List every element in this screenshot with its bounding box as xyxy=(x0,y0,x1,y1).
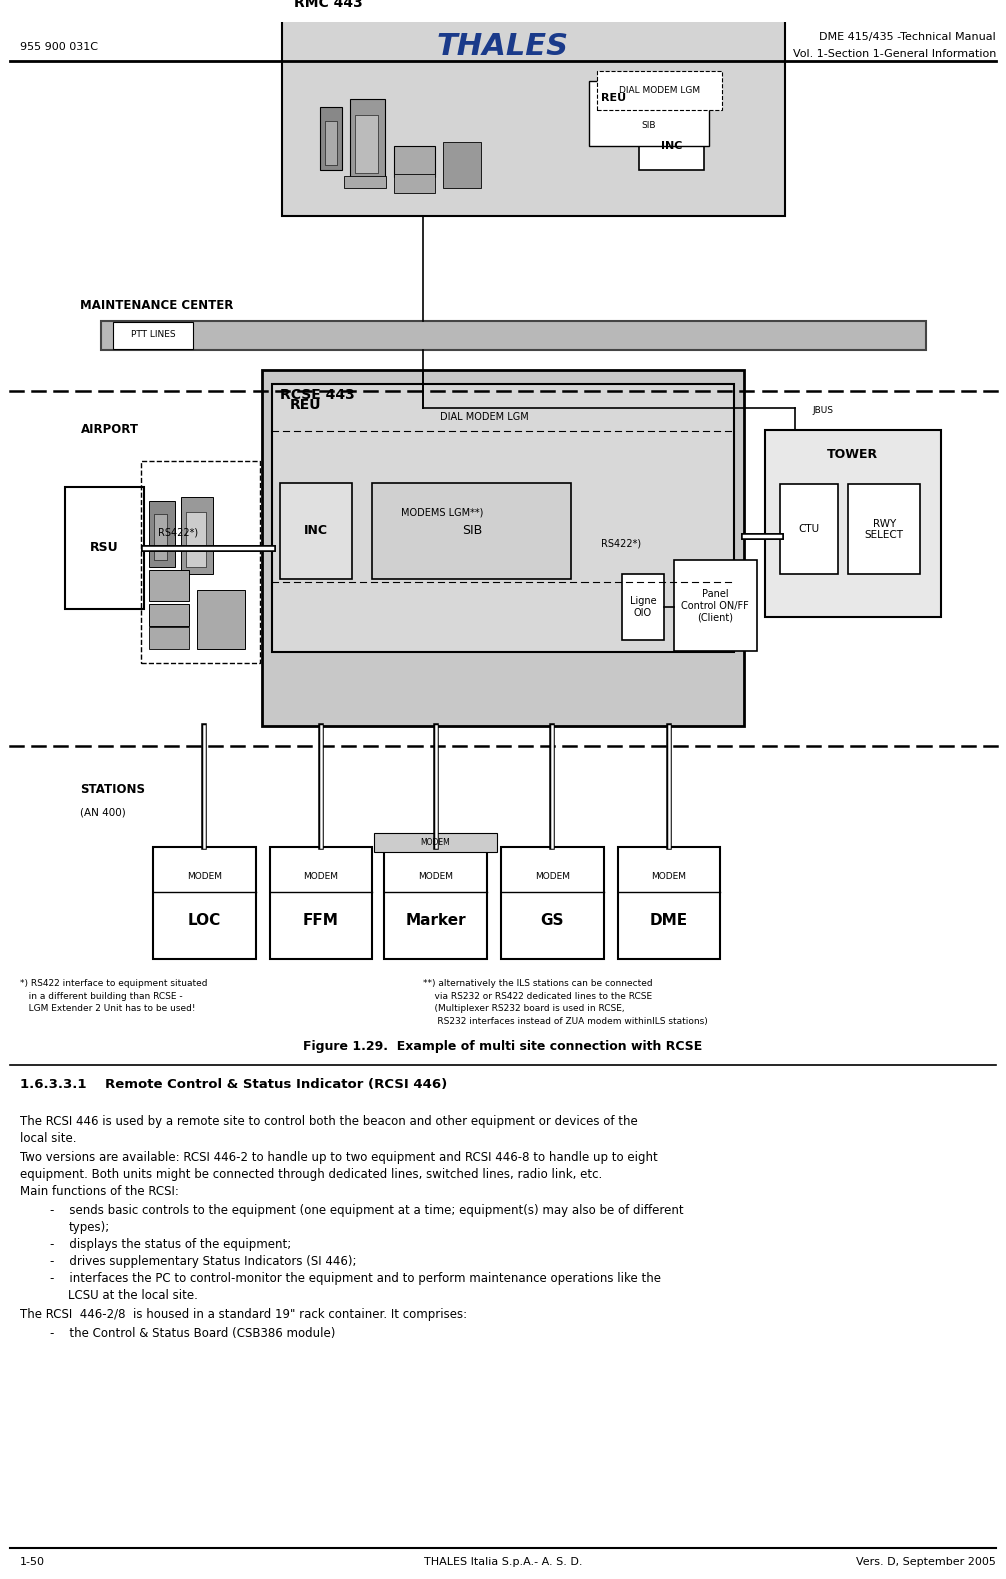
Text: THALES Italia S.p.A.- A. S. D.: THALES Italia S.p.A.- A. S. D. xyxy=(424,1557,582,1566)
Bar xyxy=(374,834,497,851)
Text: *) RS422 interface to equipment situated
   in a different building than RCSE -
: *) RS422 interface to equipment situated… xyxy=(20,979,207,1014)
Text: -    displays the status of the equipment;: - displays the status of the equipment; xyxy=(50,1238,292,1251)
Text: The RCSI 446 is used by a remote site to control both the beacon and other equip: The RCSI 446 is used by a remote site to… xyxy=(20,1115,638,1127)
Text: **) alternatively the ILS stations can be connected
    via RS232 or RS422 dedic: **) alternatively the ILS stations can b… xyxy=(423,979,707,1026)
Text: -    sends basic controls to the equipment (one equipment at a time; equipment(s: - sends basic controls to the equipment … xyxy=(50,1203,684,1217)
Text: MODEM: MODEM xyxy=(187,872,221,881)
Bar xyxy=(149,570,189,602)
Text: JBUS: JBUS xyxy=(813,406,834,415)
Bar xyxy=(270,846,372,958)
Text: GS: GS xyxy=(540,913,564,928)
Text: THALES: THALES xyxy=(437,32,569,62)
Text: RS422*): RS422*) xyxy=(601,538,641,548)
Bar xyxy=(272,384,734,652)
Bar xyxy=(355,115,378,172)
Text: -    the Control & Status Board (CSB386 module): - the Control & Status Board (CSB386 mod… xyxy=(50,1326,336,1339)
Text: DIAL MODEM LGM: DIAL MODEM LGM xyxy=(619,87,700,95)
Bar xyxy=(149,605,189,625)
Text: -    interfaces the PC to control-monitor the equipment and to perform maintenan: - interfaces the PC to control-monitor t… xyxy=(50,1273,661,1285)
Text: 1.6.3.3.1    Remote Control & Status Indicator (RCSI 446): 1.6.3.3.1 Remote Control & Status Indica… xyxy=(20,1077,448,1091)
Text: 1-50: 1-50 xyxy=(20,1557,45,1566)
Bar xyxy=(597,71,722,111)
Text: Panel
Control ON/FF
(Client): Panel Control ON/FF (Client) xyxy=(681,589,749,622)
Text: STATIONS: STATIONS xyxy=(80,783,146,796)
Bar xyxy=(262,371,744,725)
Text: MODEM: MODEM xyxy=(418,872,453,881)
Bar xyxy=(325,122,337,164)
Text: CTU: CTU xyxy=(799,524,819,534)
Text: MODEM: MODEM xyxy=(421,838,451,846)
Text: Figure 1.29.  Example of multi site connection with RCSE: Figure 1.29. Example of multi site conne… xyxy=(304,1041,702,1053)
Bar xyxy=(622,575,664,639)
Text: TOWER: TOWER xyxy=(827,448,878,461)
Bar xyxy=(765,429,941,616)
Text: AIRPORT: AIRPORT xyxy=(80,423,139,436)
Text: -    drives supplementary Status Indicators (SI 446);: - drives supplementary Status Indicators… xyxy=(50,1255,357,1268)
Text: LOC: LOC xyxy=(187,913,221,928)
Bar xyxy=(501,846,604,958)
Bar xyxy=(589,81,709,147)
Bar xyxy=(154,513,167,561)
Text: PTT LINES: PTT LINES xyxy=(131,330,175,339)
Text: MODEMS LGM**): MODEMS LGM**) xyxy=(401,507,484,518)
Bar xyxy=(65,488,144,609)
Text: INC: INC xyxy=(661,141,682,152)
Text: REU: REU xyxy=(601,93,626,103)
Text: MODEM: MODEM xyxy=(652,872,686,881)
Bar xyxy=(153,846,256,958)
Bar xyxy=(141,461,260,663)
Text: RS422*): RS422*) xyxy=(158,527,198,537)
Bar xyxy=(372,483,571,579)
Text: REU: REU xyxy=(290,398,321,412)
Bar xyxy=(674,561,757,651)
Bar xyxy=(344,175,386,188)
Bar xyxy=(350,99,385,180)
Text: SIB: SIB xyxy=(462,524,482,537)
Text: DME: DME xyxy=(650,913,688,928)
Text: (AN 400): (AN 400) xyxy=(80,808,126,818)
Bar xyxy=(101,321,926,351)
Text: RCSE 443: RCSE 443 xyxy=(280,388,354,403)
Text: types);: types); xyxy=(68,1221,110,1233)
Bar xyxy=(618,846,720,958)
Text: Main functions of the RCSI:: Main functions of the RCSI: xyxy=(20,1184,179,1198)
Bar xyxy=(186,512,206,567)
Text: RMC 443: RMC 443 xyxy=(294,0,362,9)
Bar xyxy=(394,147,435,177)
Text: MODEM: MODEM xyxy=(535,872,569,881)
Text: RWY
SELECT: RWY SELECT xyxy=(865,518,903,540)
Bar xyxy=(780,485,838,575)
Text: Vol. 1-Section 1-General Information: Vol. 1-Section 1-General Information xyxy=(793,49,996,60)
Bar xyxy=(149,501,175,567)
Text: LCSU at the local site.: LCSU at the local site. xyxy=(68,1290,198,1303)
Bar xyxy=(197,591,245,649)
Bar xyxy=(181,497,213,575)
Text: Ligne
OIO: Ligne OIO xyxy=(630,597,656,617)
Text: equipment. Both units might be connected through dedicated lines, switched lines: equipment. Both units might be connected… xyxy=(20,1168,603,1181)
Text: DIAL MODEM LGM: DIAL MODEM LGM xyxy=(440,412,528,422)
Text: MODEM: MODEM xyxy=(304,872,338,881)
Text: INC: INC xyxy=(304,524,328,537)
Text: 955 900 031C: 955 900 031C xyxy=(20,41,99,52)
Text: Two versions are available: RCSI 446-2 to handle up to two equipment and RCSI 44: Two versions are available: RCSI 446-2 t… xyxy=(20,1151,658,1164)
Text: Marker: Marker xyxy=(405,913,466,928)
Bar xyxy=(384,846,487,958)
Bar xyxy=(443,142,481,188)
Text: Vers. D, September 2005: Vers. D, September 2005 xyxy=(856,1557,996,1566)
Text: DME 415/435 -Technical Manual: DME 415/435 -Technical Manual xyxy=(819,32,996,43)
Bar xyxy=(848,485,920,575)
Bar xyxy=(394,174,435,193)
Bar xyxy=(149,627,189,649)
Text: The RCSI  446-2/8  is housed in a standard 19" rack container. It comprises:: The RCSI 446-2/8 is housed in a standard… xyxy=(20,1307,467,1322)
Text: local site.: local site. xyxy=(20,1132,76,1145)
Text: SIB: SIB xyxy=(642,122,656,131)
Bar xyxy=(639,123,704,169)
Bar xyxy=(280,483,352,579)
Bar xyxy=(320,107,342,169)
Text: MAINTENANCE CENTER: MAINTENANCE CENTER xyxy=(80,298,233,311)
Bar xyxy=(113,322,193,349)
Text: FFM: FFM xyxy=(303,913,339,928)
Bar xyxy=(282,0,785,216)
Text: RSU: RSU xyxy=(91,542,119,554)
